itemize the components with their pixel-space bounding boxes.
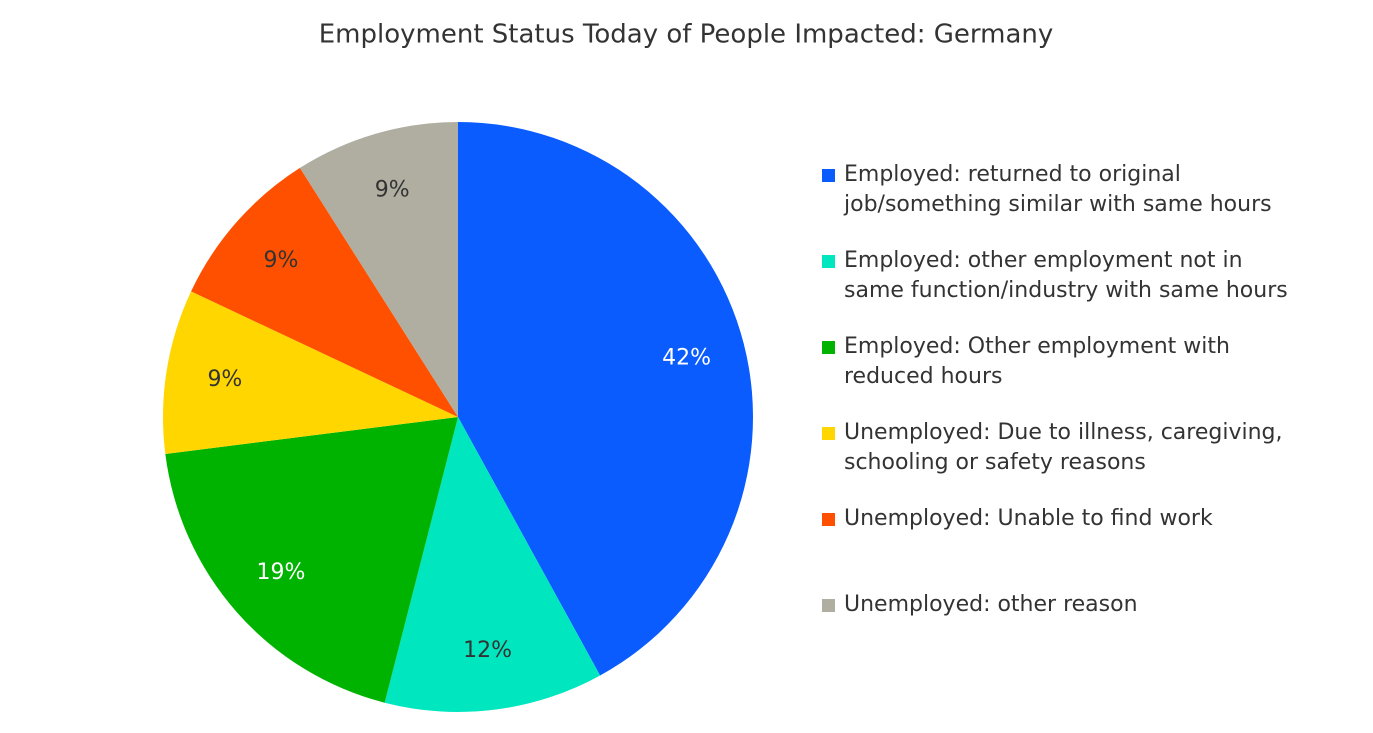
legend-item: Unemployed: Unable to find work — [822, 504, 1304, 534]
legend-item: Unemployed: other reason — [822, 590, 1304, 620]
data-label: 12% — [463, 638, 512, 663]
data-label: 9% — [207, 367, 242, 392]
legend-label: Unemployed: other reason — [844, 592, 1138, 617]
legend-swatch — [822, 427, 835, 440]
legend-swatch — [822, 341, 835, 354]
data-label: 19% — [257, 560, 306, 585]
legend-item: Employed: other employment not in same f… — [822, 246, 1304, 306]
legend-label: Unemployed: Unable to find work — [844, 506, 1213, 531]
legend-swatch — [822, 599, 835, 612]
legend-item: Employed: returned to original job/somet… — [822, 160, 1304, 220]
pie-slice — [165, 417, 458, 703]
data-label: 9% — [264, 248, 299, 273]
legend-swatch — [822, 169, 835, 182]
legend-label: Employed: returned to original job/somet… — [844, 162, 1272, 217]
legend-swatch — [822, 513, 835, 526]
legend-swatch — [822, 255, 835, 268]
legend-item: Unemployed: Due to illness, caregiving, … — [822, 418, 1304, 478]
legend-item: Employed: Other employment with reduced … — [822, 332, 1304, 392]
data-label: 42% — [662, 345, 711, 370]
legend-label: Unemployed: Due to illness, caregiving, … — [844, 420, 1283, 475]
data-label: 9% — [375, 177, 410, 202]
legend-label: Employed: Other employment with reduced … — [844, 334, 1230, 389]
pie-slice — [163, 291, 459, 454]
pie-slice — [299, 122, 458, 417]
pie-slice — [191, 167, 458, 417]
pie-slice — [384, 417, 601, 712]
pie-slice — [458, 122, 753, 676]
chart-title: Employment Status Today of People Impact… — [319, 20, 1054, 50]
legend-label: Employed: other employment not in same f… — [844, 248, 1288, 303]
